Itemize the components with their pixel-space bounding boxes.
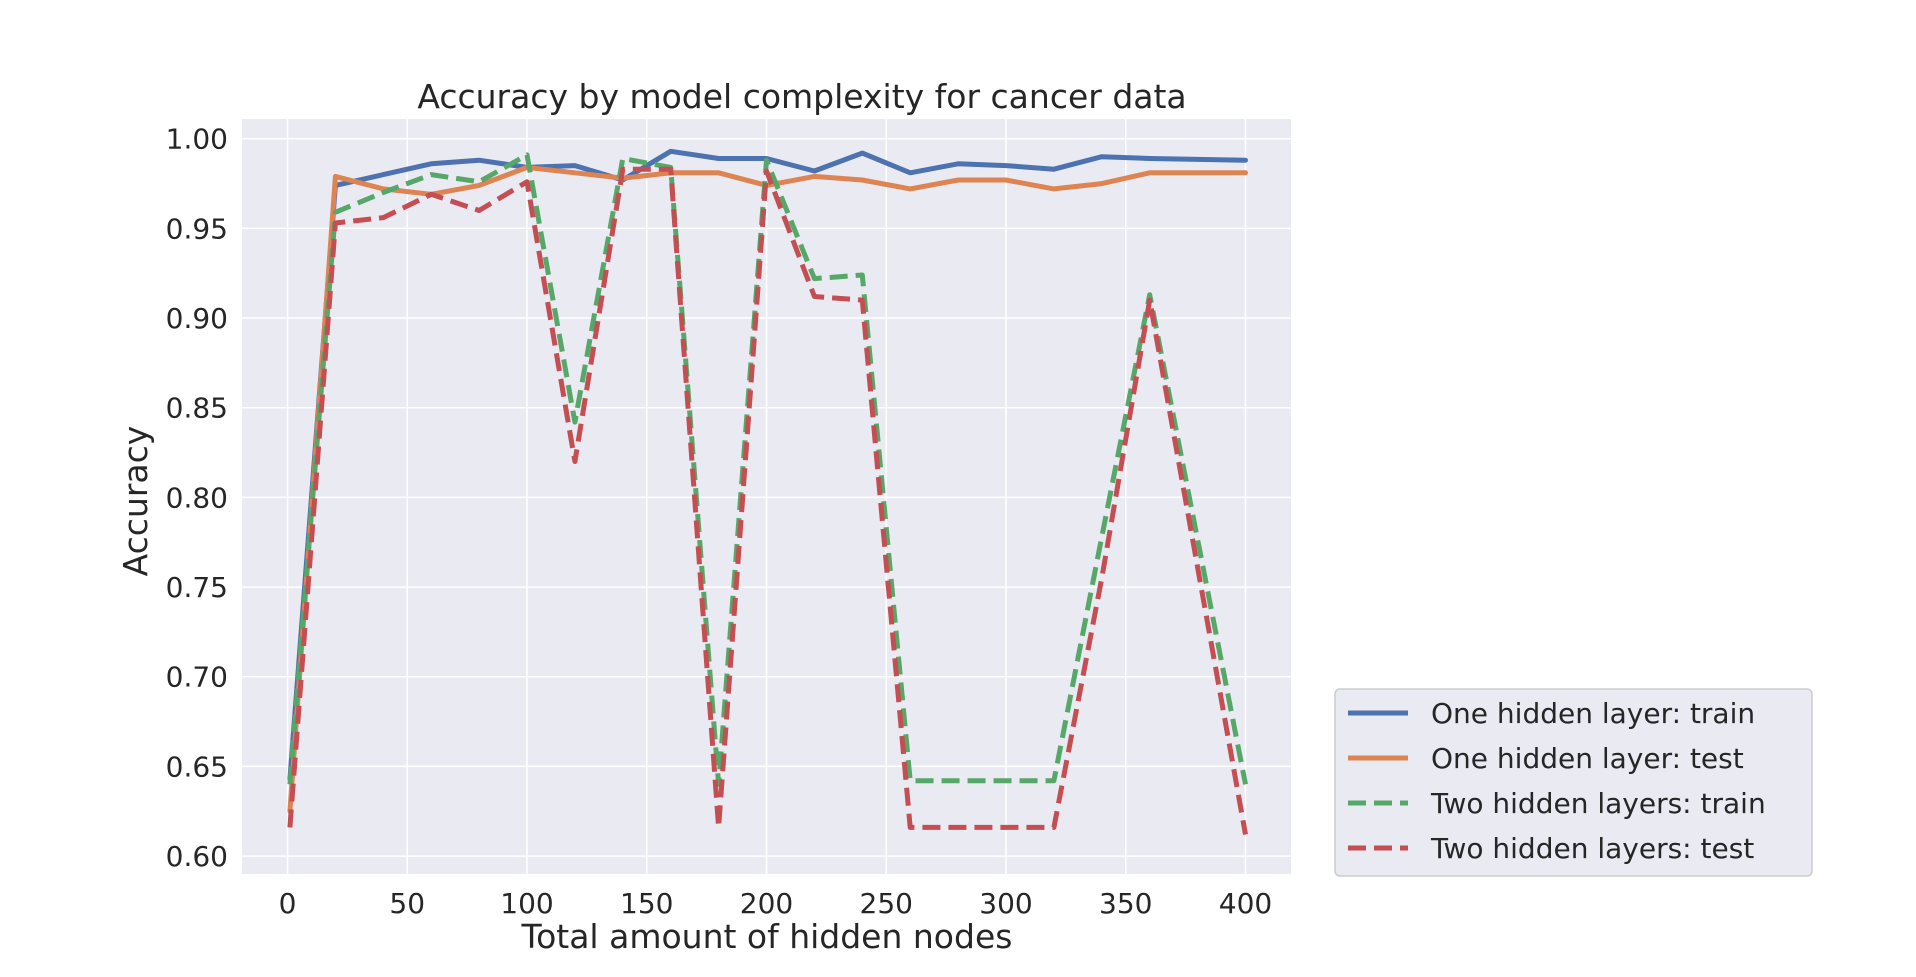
grid: [242, 119, 1291, 874]
legend-label-2: One hidden layer: test: [1431, 742, 1744, 775]
y-tick-label: 0.90: [166, 302, 228, 335]
x-tick-label: 350: [1099, 887, 1152, 920]
y-tick-label: 0.65: [166, 750, 228, 783]
x-tick-label: 300: [979, 887, 1032, 920]
x-tick-labels: 0 50 100 150 200 250 300 350 400: [279, 887, 1273, 920]
series-layer: [287, 148, 1248, 835]
y-tick-label: 0.85: [166, 392, 228, 425]
legend-box: [1334, 688, 1813, 877]
y-tick-label: 0.60: [166, 840, 228, 873]
y-axis-label: Accuracy: [116, 426, 155, 577]
x-tick-label: 400: [1219, 887, 1272, 920]
y-tick-label: 1.00: [166, 123, 228, 156]
x-tick-label: 200: [740, 887, 793, 920]
series-line-1: [287, 148, 1248, 782]
y-tick-label: 0.70: [166, 661, 228, 694]
legend-label-1: One hidden layer: train: [1431, 697, 1755, 730]
series-line-2: [287, 164, 1248, 814]
legend-label-3: Two hidden layers: train: [1430, 787, 1766, 820]
x-tick-label: 150: [620, 887, 673, 920]
y-tick-label: 0.75: [166, 571, 228, 604]
y-tick-label: 0.95: [166, 212, 228, 245]
legend-label-4: Two hidden layers: test: [1430, 832, 1754, 865]
x-tick-label: 250: [860, 887, 913, 920]
x-tick-label: 0: [279, 887, 297, 920]
chart-title: Accuracy by model complexity for cancer …: [417, 77, 1186, 116]
series-line-4: [287, 166, 1248, 835]
x-tick-label: 50: [389, 887, 425, 920]
y-tick-labels: 0.60 0.65 0.70 0.75 0.80 0.85 0.90 0.95 1.00: [166, 123, 228, 873]
x-tick-label: 100: [500, 887, 553, 920]
x-axis-label: Total amount of hidden nodes: [521, 917, 1013, 956]
y-tick-label: 0.80: [166, 481, 228, 514]
legend: One hidden layer: train One hidden layer:…: [1334, 688, 1813, 877]
